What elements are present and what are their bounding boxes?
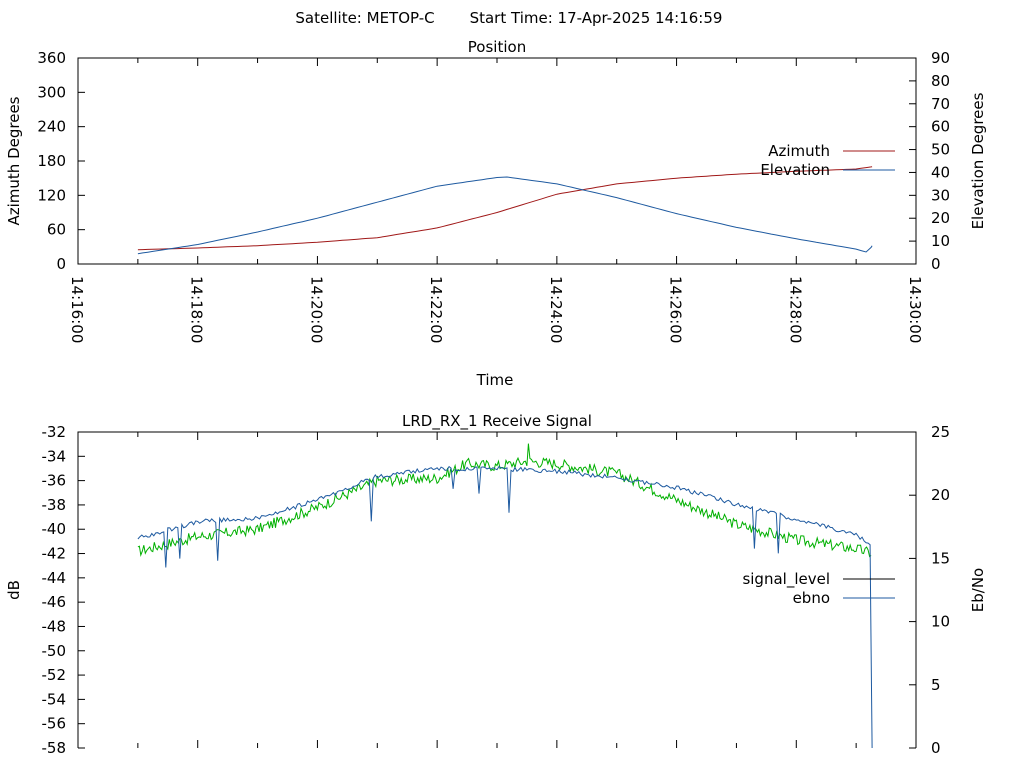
position-x-tick-label-3: 14:22:00: [427, 276, 445, 343]
position-y2-tick-label-2: 20: [931, 209, 950, 227]
position-x-tick-label-7: 14:30:00: [906, 276, 924, 343]
receive-legend-label-1: ebno: [793, 589, 830, 607]
receive-y-tick-label-7: -44: [42, 569, 67, 587]
receive-series-signal-level: [137, 443, 872, 558]
position-y2-tick-label-3: 30: [931, 186, 950, 204]
position-y2-tick-label-7: 70: [931, 95, 950, 113]
position-x-tick-label-6: 14:28:00: [786, 276, 804, 343]
header-start-time: Start Time: 17-Apr-2025 14:16:59: [470, 9, 723, 27]
position-y-tick-label-3: 180: [37, 152, 66, 170]
receive-y-tick-label-6: -46: [42, 593, 67, 611]
receive-y-axis-label: dB: [5, 580, 23, 600]
position-y2-tick-label-4: 40: [931, 163, 950, 181]
position-x-tick-label-0: 14:16:00: [68, 276, 86, 343]
position-x-tick-label-5: 14:26:00: [667, 276, 685, 343]
receive-y2-tick-label-1: 5: [931, 676, 941, 694]
position-series-azimuth: [137, 166, 873, 251]
position-y2-tick-label-0: 0: [931, 255, 941, 273]
position-x-tick-label-1: 14:18:00: [188, 276, 206, 343]
receive-y2-tick-label-0: 0: [931, 739, 941, 757]
receive-y-tick-label-10: -38: [42, 496, 67, 514]
receive-legend-label-0: signal_level: [742, 570, 830, 589]
position-legend-label-1: Elevation: [760, 161, 830, 179]
position-y-axis-label: Azimuth Degrees: [5, 96, 23, 225]
receive-y-tick-label-13: -32: [42, 423, 67, 441]
position-y-tick-label-1: 60: [47, 221, 66, 239]
receive-y-tick-label-8: -42: [42, 545, 67, 563]
header-satellite: Satellite: METOP-C: [295, 9, 434, 27]
receive-plot-frame: [77, 431, 917, 748]
position-y2-tick-label-8: 80: [931, 72, 950, 90]
position-y-tick-label-2: 120: [37, 186, 66, 204]
receive-y-tick-label-0: -58: [42, 739, 67, 757]
receive-y-tick-label-3: -52: [42, 666, 67, 684]
position-y-tick-label-4: 240: [37, 118, 66, 136]
receive-signal-chart-title: LRD_RX_1 Receive Signal: [402, 412, 592, 431]
position-x-axis-label: Time: [476, 371, 514, 389]
position-x-tick-label-2: 14:20:00: [307, 276, 325, 343]
receive-y-tick-label-2: -54: [42, 690, 67, 708]
receive-y2-tick-label-5: 25: [931, 423, 950, 441]
position-y2-tick-label-1: 10: [931, 232, 950, 250]
position-plot-frame: [77, 57, 917, 265]
position-y-tick-label-0: 0: [56, 255, 66, 273]
receive-series-ebno: [137, 465, 873, 749]
receive-y-tick-label-11: -36: [42, 472, 67, 490]
receive-signal-chart: LRD_RX_1 Receive Signal dB Eb/No -58 -56 -…: [5, 412, 987, 757]
receive-y2-tick-label-3: 15: [931, 549, 950, 567]
position-x-tick-label-4: 14:24:00: [547, 276, 565, 343]
receive-y-tick-label-5: -48: [42, 617, 67, 635]
position-y2-axis-label: Elevation Degrees: [969, 92, 987, 229]
position-chart: Position Azimuth Degrees Elevation Degre…: [5, 38, 987, 389]
position-y2-tick-label-5: 50: [931, 141, 950, 159]
receive-y-tick-label-12: -34: [42, 447, 67, 465]
receive-y-tick-label-1: -56: [42, 715, 67, 733]
position-y-tick-label-6: 360: [37, 49, 66, 67]
receive-y2-tick-label-4: 20: [931, 486, 950, 504]
position-legend-label-0: Azimuth: [768, 142, 830, 160]
position-y-tick-label-5: 300: [37, 83, 66, 101]
position-series-elevation: [137, 176, 873, 255]
position-chart-title: Position: [468, 38, 526, 56]
position-y2-tick-label-9: 90: [931, 49, 950, 67]
receive-y2-tick-label-2: 10: [931, 613, 950, 631]
receive-y2-axis-label: Eb/No: [969, 568, 987, 612]
receive-y-tick-label-4: -50: [42, 642, 67, 660]
receive-y-tick-label-9: -40: [42, 520, 67, 538]
position-y2-tick-label-6: 60: [931, 118, 950, 136]
